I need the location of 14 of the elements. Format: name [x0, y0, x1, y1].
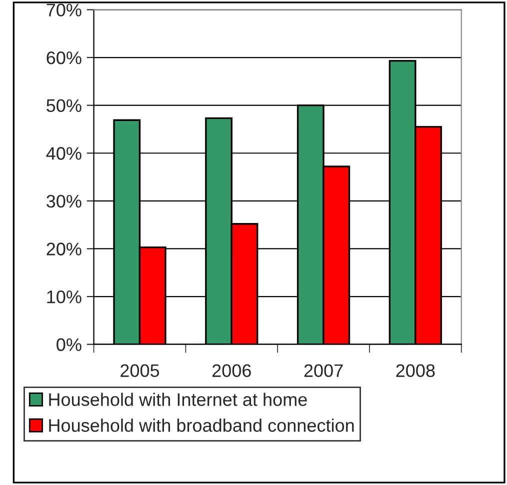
y-tick-label: 0% — [56, 338, 82, 352]
y-tick-label: 30% — [46, 194, 82, 208]
y-tick-label: 50% — [46, 99, 82, 112]
y-tick-label: 20% — [46, 242, 82, 256]
x-tick-label: 2006 — [212, 364, 251, 378]
legend-label: Household with broadband connection — [49, 418, 354, 432]
x-tick-label: 2005 — [120, 364, 160, 378]
x-tick-label: 2007 — [304, 364, 343, 378]
x-tick-label: 2008 — [396, 364, 435, 378]
y-tick-label: 60% — [46, 51, 82, 64]
y-tick-label: 10% — [47, 290, 82, 304]
y-tick-label: 70% — [46, 4, 82, 16]
legend-label: Household with Internet at home — [49, 392, 307, 406]
y-tick-label: 40% — [46, 147, 82, 160]
